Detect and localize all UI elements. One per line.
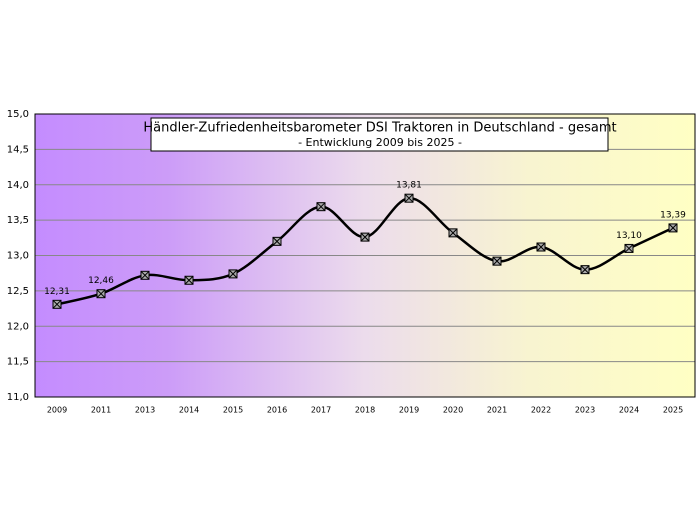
marker-cross	[580, 265, 590, 275]
marker-cross	[140, 270, 150, 280]
y-tick-label: 12,0	[7, 321, 29, 332]
x-tick-label: 2024	[619, 406, 639, 415]
marker-cross	[52, 299, 62, 309]
y-tick-label: 13,0	[7, 251, 29, 262]
marker-cross	[228, 269, 238, 279]
marker	[624, 243, 634, 253]
marker	[228, 269, 238, 279]
x-tick-label: 2022	[531, 406, 551, 415]
x-tick-label: 2015	[223, 406, 243, 415]
marker-cross	[404, 193, 414, 203]
value-label: 12,46	[88, 276, 114, 286]
marker-cross	[360, 232, 370, 242]
x-tick-label: 2017	[311, 406, 331, 415]
chart-title: Händler-Zufriedenheitsbarometer DSI Trak…	[143, 121, 616, 136]
x-tick-label: 2020	[443, 406, 463, 415]
chart-subtitle: - Entwicklung 2009 bis 2025 -	[298, 136, 462, 149]
marker-cross	[96, 289, 106, 299]
value-label: 12,31	[44, 287, 70, 297]
marker	[448, 228, 458, 238]
marker	[316, 202, 326, 212]
value-label: 13,81	[396, 181, 422, 191]
y-tick-label: 14,0	[7, 180, 29, 191]
value-label: 13,10	[616, 231, 642, 241]
x-tick-label: 2016	[267, 406, 287, 415]
y-tick-label: 13,5	[7, 215, 29, 226]
x-tick-label: 2011	[91, 406, 111, 415]
marker	[668, 223, 678, 233]
marker	[140, 270, 150, 280]
y-tick-label: 12,5	[7, 286, 29, 297]
value-label: 13,39	[660, 210, 686, 220]
x-tick-label: 2025	[663, 406, 683, 415]
x-tick-label: 2023	[575, 406, 595, 415]
marker-cross	[668, 223, 678, 233]
y-tick-label: 11,5	[7, 357, 29, 368]
plot-border	[34, 113, 696, 398]
x-tick-label: 2019	[399, 406, 419, 415]
y-tick-label: 11,0	[7, 392, 29, 403]
marker	[404, 193, 414, 203]
marker-cross	[536, 242, 546, 252]
marker	[96, 289, 106, 299]
y-tick-label: 14,5	[7, 144, 29, 155]
marker-cross	[624, 244, 634, 253]
y-tick-label: 15,0	[7, 109, 29, 120]
marker	[536, 242, 546, 252]
x-tick-label: 2021	[487, 406, 507, 415]
title-box	[150, 117, 609, 152]
marker	[184, 275, 194, 285]
marker	[580, 265, 590, 275]
marker	[360, 232, 370, 242]
x-tick-label: 2018	[355, 406, 375, 415]
marker-cross	[184, 275, 194, 285]
marker	[492, 256, 502, 266]
marker-cross	[272, 236, 282, 246]
marker	[272, 236, 282, 246]
x-tick-label: 2013	[135, 406, 155, 415]
marker	[52, 299, 62, 309]
x-tick-label: 2014	[179, 406, 199, 415]
marker-cross	[492, 256, 502, 266]
x-tick-label: 2009	[47, 406, 67, 415]
marker-cross	[316, 202, 326, 212]
marker-cross	[448, 228, 458, 238]
